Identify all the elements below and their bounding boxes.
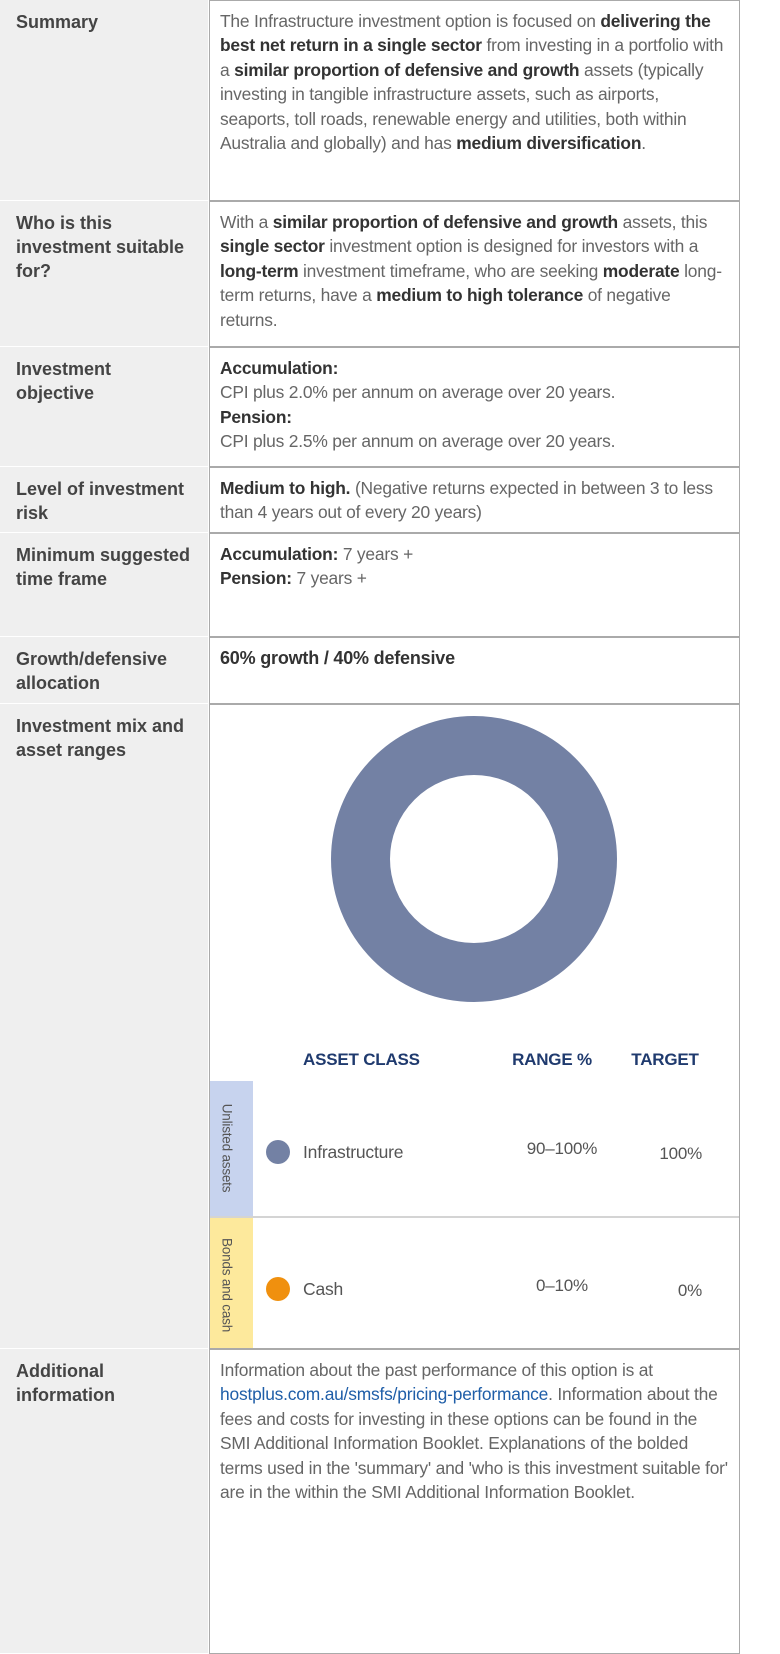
text-segment: Medium to high. (220, 478, 351, 498)
text-segment: medium to high tolerance (376, 285, 584, 306)
paragraph: Pension: 7 years + (220, 566, 729, 590)
group-label: Bonds and cash (219, 1238, 234, 1332)
paragraph: The Infrastructure investment option is … (220, 9, 729, 155)
text-segment: Pension: (220, 406, 292, 427)
paragraph: CPI plus 2.5% per annum on average over … (220, 429, 729, 453)
text-segment: medium diversification (456, 133, 642, 154)
paragraph: Accumulation: (220, 356, 729, 380)
row-label: Who is this investment suitable for? (0, 201, 208, 346)
donut-segment (331, 716, 617, 1002)
paragraph: Medium to high. (Negative returns expect… (220, 476, 729, 525)
row-label: Investment mix and asset ranges (0, 704, 208, 1348)
column-header: ASSET CLASS (303, 1050, 420, 1069)
text-segment: investment option is designed for invest… (324, 236, 699, 257)
row-label: Level of investment risk (0, 467, 208, 532)
asset-target: 0% (678, 1281, 702, 1300)
row-content: Medium to high. (Negative returns expect… (209, 467, 740, 533)
row-content: Accumulation: 7 years + Pension: 7 years … (209, 533, 740, 637)
text-segment: CPI plus 2.0% per annum on average over … (220, 382, 616, 403)
asset-target: 100% (659, 1144, 702, 1163)
text-segment: moderate (602, 260, 680, 281)
text-segment: The Infrastructure investment option is … (220, 11, 601, 31)
text-segment: 7 years + (291, 568, 367, 589)
text-segment: Pension: (220, 568, 292, 589)
text-segment: single sector (220, 236, 325, 257)
text-segment: 60% growth / 40% defensive (220, 648, 455, 668)
text-segment: CPI plus 2.5% per annum on average over … (220, 431, 616, 452)
row-content: The Infrastructure investment option is … (209, 0, 740, 201)
text-segment: With a (220, 212, 273, 232)
text-segment: assets, this (617, 212, 708, 232)
column-header: RANGE % (512, 1050, 592, 1069)
group-band (210, 1081, 253, 1216)
paragraph: Accumulation: 7 years + (220, 542, 729, 566)
paragraph: CPI plus 2.0% per annum on average over … (220, 380, 729, 404)
row-content: With a similar proportion of defensive a… (209, 201, 740, 347)
asset-name: Infrastructure (303, 1142, 403, 1162)
text-segment: long-term returns, have a (220, 260, 722, 306)
asset-range: 90–100% (527, 1139, 598, 1158)
asset-dot (266, 1277, 290, 1301)
row-content: Information about the past performance o… (209, 1349, 740, 1654)
text-segment: long-term (220, 260, 299, 281)
text-segment: Accumulation: (220, 544, 339, 564)
paragraph: Information about the past performance o… (220, 1358, 729, 1504)
row-label: Investment objective (0, 347, 208, 466)
text-segment: Accumulation: (220, 358, 339, 378)
group-band (210, 1218, 253, 1348)
row-label: Minimum suggested time frame (0, 533, 208, 636)
paragraph: With a similar proportion of defensive a… (220, 210, 729, 332)
row-label: Additional information (0, 1349, 208, 1653)
text-segment: similar proportion of defensive and grow… (234, 59, 580, 80)
row-label: Summary (0, 0, 208, 200)
text-segment: from investing in a portfolio with a (220, 35, 724, 80)
text-segment: Information about the past performance o… (220, 1360, 653, 1380)
text-segment: of negative returns. (220, 285, 671, 330)
asset-mix: ASSET CLASS RANGE % TARGET Unlisted assets I… (210, 716, 739, 1348)
asset-dot (266, 1140, 290, 1164)
row-label: Growth/defensive allocation (0, 637, 208, 703)
text-segment: assets (typically investing in tangible … (220, 59, 704, 154)
group-label: Unlisted assets (219, 1104, 234, 1193)
text-segment: . Information about the fees and costs f… (220, 1384, 728, 1503)
text-segment: delivering the best net return in a sing… (220, 11, 711, 56)
column-header: TARGET (631, 1050, 699, 1069)
text-segment: investment timeframe, who are seeking (298, 260, 603, 281)
asset-range: 0–10% (536, 1276, 588, 1295)
text-segment: similar proportion of defensive and grow… (272, 212, 618, 232)
text-segment: (Negative returns expected in between 3 … (220, 478, 713, 523)
row-content: ASSET CLASS RANGE % TARGET Unlisted assets I… (209, 704, 740, 1349)
paragraph: Pension: (220, 405, 729, 429)
row-content: Accumulation: CPI plus 2.0% per annum on … (209, 347, 740, 467)
text-segment: 7 years + (338, 544, 414, 564)
asset-name: Cash (303, 1279, 343, 1299)
text-segment: . (641, 133, 646, 154)
paragraph: 60% growth / 40% defensive (220, 646, 729, 670)
link[interactable]: hostplus.com.au/smsfs/pricing-performanc… (220, 1384, 549, 1405)
row-content: 60% growth / 40% defensive (209, 637, 740, 704)
